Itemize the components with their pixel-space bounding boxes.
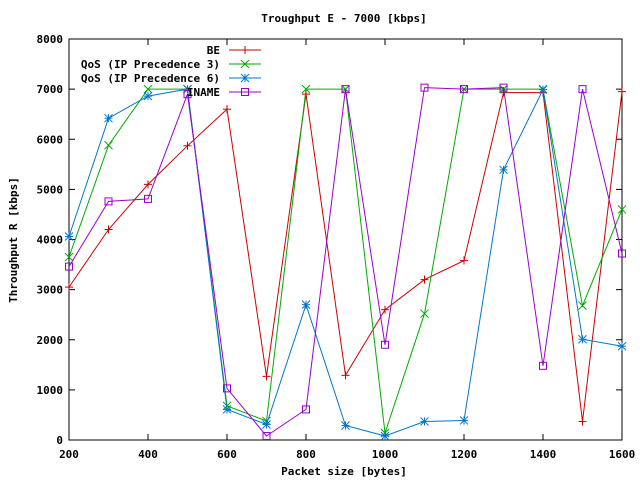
data-point-qos-ip-precedence-6 <box>341 421 350 430</box>
y-tick-label: 2000 <box>37 334 64 347</box>
data-point-qos-ip-precedence-6 <box>617 341 627 351</box>
data-point-iname <box>618 249 626 258</box>
data-point-iname <box>539 361 547 370</box>
data-point-qos-ip-precedence-6 <box>143 91 153 101</box>
data-point-be <box>341 371 350 380</box>
data-point-iname <box>499 83 508 92</box>
data-point-qos-ip-precedence-6 <box>538 85 548 94</box>
data-point-qos-ip-precedence-3 <box>104 140 113 150</box>
y-axis: 0 1000 2000 3000 4000 5000 6000 7000 8000 <box>37 33 622 447</box>
data-point-be <box>578 417 587 426</box>
data-point-iname <box>420 83 429 92</box>
x-tick-label: 400 <box>138 448 158 461</box>
data-point-qos-ip-precedence-6 <box>183 84 192 94</box>
x-axis: 200 400 600 800 1000 1200 1400 1600 <box>59 39 635 461</box>
data-point-be <box>223 105 231 114</box>
x-tick-label: 800 <box>296 448 316 461</box>
y-tick-label: 8000 <box>37 33 64 46</box>
y-axis-label: Throughput R [kbps] <box>7 177 20 303</box>
data-point-iname <box>183 90 192 99</box>
series-qos-ip-precedence-3 <box>64 84 627 438</box>
y-tick-label: 1000 <box>37 384 64 397</box>
data-point-be <box>381 305 389 314</box>
series-line-qos-ip-precedence-6 <box>68 87 623 437</box>
series-qos-ip-precedence-6 <box>64 84 627 441</box>
legend-label-qos-ip-precedence-6: QoS (IP Precedence 6) <box>81 72 220 85</box>
plot-frame <box>68 38 623 441</box>
y-tick-label: 7000 <box>37 83 64 96</box>
data-point-iname <box>578 85 587 94</box>
data-point-qos-ip-precedence-3 <box>64 252 74 262</box>
x-tick-label: 600 <box>217 448 237 461</box>
x-tick-label: 200 <box>59 448 79 461</box>
legend-marker-iname <box>241 88 249 96</box>
y-tick-label: 0 <box>56 434 63 447</box>
legend-label-qos-ip-precedence-3: QoS (IP Precedence 3) <box>81 58 220 71</box>
data-point-qos-ip-precedence-3 <box>301 84 311 94</box>
data-point-qos-ip-precedence-6 <box>578 334 587 344</box>
y-tick-label: 5000 <box>37 183 64 196</box>
data-point-qos-ip-precedence-6 <box>420 417 429 426</box>
series-line-iname <box>68 87 623 437</box>
x-tick-label: 1600 <box>609 448 636 461</box>
data-point-be <box>420 275 429 284</box>
data-point-be <box>144 180 152 189</box>
legend-label-be: BE <box>207 44 220 57</box>
legend-label-iname: INAME <box>187 86 220 99</box>
x-axis-label: Packet size [bytes] <box>281 465 407 478</box>
data-point-qos-ip-precedence-6 <box>380 431 390 441</box>
data-point-qos-ip-precedence-3 <box>617 205 627 214</box>
data-point-iname <box>65 262 73 271</box>
data-point-iname <box>104 197 113 206</box>
data-point-iname <box>381 340 389 349</box>
x-tick-label: 1000 <box>372 448 399 461</box>
y-tick-label: 6000 <box>37 133 64 146</box>
series-line-qos-ip-precedence-3 <box>68 88 623 434</box>
data-point-be <box>65 283 73 292</box>
series-layer <box>64 83 627 441</box>
data-point-iname <box>341 85 350 94</box>
series-iname <box>65 83 626 440</box>
y-tick-label: 4000 <box>37 234 64 247</box>
data-point-iname <box>460 85 468 94</box>
data-point-iname <box>144 194 152 203</box>
x-tick-label: 1200 <box>451 448 478 461</box>
data-point-qos-ip-precedence-6 <box>222 405 232 414</box>
chart-title: Troughput E - 7000 [kbps] <box>261 12 427 25</box>
data-point-iname <box>302 405 310 414</box>
legend-marker-qos-ip-precedence-3 <box>240 59 250 69</box>
legend-marker-qos-ip-precedence-6 <box>240 73 250 83</box>
data-point-qos-ip-precedence-6 <box>499 165 508 175</box>
data-point-qos-ip-precedence-3 <box>578 301 587 311</box>
data-point-be <box>183 141 192 150</box>
legend-marker-be <box>241 46 249 54</box>
data-point-be <box>104 225 113 234</box>
data-point-iname <box>262 431 271 440</box>
y-tick-label: 3000 <box>37 284 64 297</box>
plot-border <box>68 38 623 441</box>
x-tick-label: 1400 <box>530 448 557 461</box>
series-be <box>65 87 626 426</box>
data-point-qos-ip-precedence-6 <box>262 420 271 429</box>
data-point-be <box>460 256 468 265</box>
data-point-be <box>262 372 271 381</box>
data-point-iname <box>223 384 231 393</box>
data-point-qos-ip-precedence-6 <box>459 416 469 425</box>
data-point-qos-ip-precedence-3 <box>420 309 429 319</box>
data-point-qos-ip-precedence-6 <box>64 232 74 241</box>
data-point-be <box>618 87 626 96</box>
data-point-qos-ip-precedence-6 <box>104 113 113 123</box>
data-point-qos-ip-precedence-6 <box>301 300 311 310</box>
data-point-qos-ip-precedence-3 <box>143 84 153 94</box>
